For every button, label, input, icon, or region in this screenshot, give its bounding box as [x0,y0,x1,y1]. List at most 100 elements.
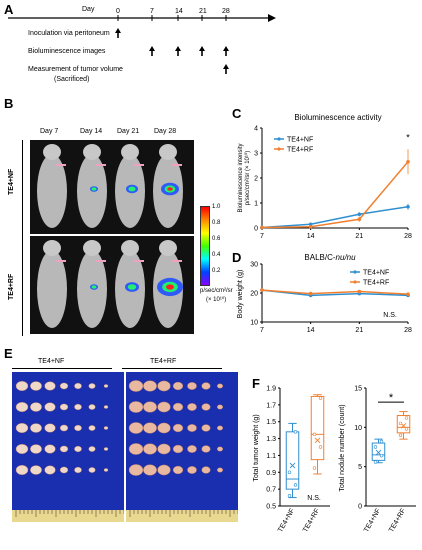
tumor-nodule [187,424,197,432]
x-tick-label: 28 [404,327,412,334]
data-point [406,292,410,296]
legend-label: TE4+NF [287,137,313,144]
y-tick-label: 0 [254,226,258,233]
signal-blob-core [127,284,137,290]
bioluminescence-line-chart: 0 1 2 3 4 7 14 21 28 TE4+NF TE4+RF Bioluminescence … [238,113,412,240]
tumor-nodule [103,405,109,409]
ear-tag [172,260,182,262]
y-tick-label: 20 [250,291,258,298]
legend-label: TE4+RF [287,147,313,154]
data-point [287,494,292,498]
tumor-nodule [103,384,109,388]
y-tick-label: 0.7 [266,487,276,494]
bioluminescence-colorbar [200,206,210,286]
tumor-nodule [201,466,211,474]
tumor-nodule [88,467,96,473]
tumor-nodule [157,401,171,413]
timeline-row-sacrificed: (Sacrificed) [54,76,90,83]
arrow-measurement-head [223,64,229,69]
tumor-nodule [74,445,82,453]
y-tick-label: 1.9 [266,386,276,393]
mouse-head [43,144,61,160]
y-axis-label: Total tumor weight (g) [253,414,260,481]
tumor-nodule [59,424,69,432]
y-tick-label: 1.3 [266,436,276,443]
nodule-number-box-chart: 0 5 10 15 TE4+NF TE4+RF Total nodule number (c… [339,386,416,534]
tumor-nodule [187,445,197,453]
data-point [318,396,323,400]
tumor-nodule [44,381,56,391]
tumor-nodule [30,423,42,433]
y-tick-label: 0 [358,504,362,511]
arrow-imaging-1-head [175,46,181,51]
y-tick-label: 5 [358,464,362,471]
colorbar-tick-1: 1.0 [212,204,221,210]
data-point [379,453,384,458]
box [310,395,325,461]
tumor-nodule [15,380,29,392]
tumor-nodule [74,403,82,411]
tumor-nodule [187,403,197,411]
tumor-nodule [15,464,29,475]
arrow-imaging-0-head [149,46,155,51]
tumor-nodule [172,465,184,475]
ear-tag [172,164,182,166]
imaging-group-rf: TE4+RF [8,273,15,300]
significance-marker: N.S. [383,312,397,319]
colorbar-tick-2: 0.8 [212,220,221,226]
tumor-nodule [128,443,144,455]
series-line-1 [261,289,409,295]
legend-marker [353,280,357,284]
data-point [357,289,362,294]
data-point [398,421,403,426]
tumor-nodule [44,402,56,412]
tumor-group-nf-label: TE4+NF [38,358,65,365]
x-tick-label: 28 [404,233,412,240]
mouse-body [37,250,67,328]
legend-label: TE4+RF [363,280,389,287]
tumor-nodule [59,445,69,453]
ear-tag [134,260,144,262]
legend-marker [277,147,281,151]
y-tick-label: 1.5 [266,419,276,426]
tumor-group-nf-bar [12,368,112,369]
tumor-nodule [88,446,96,452]
arrow-imaging-2-head [199,46,205,51]
arrow-inoculation-head [115,28,121,33]
tumor-nodule [74,466,82,474]
significance-marker: * [406,133,410,143]
tumor-nodule [30,444,42,454]
series-line-1 [261,161,409,229]
data-point [308,224,313,229]
data-point [406,204,410,209]
timeline-row-inoculation: Inoculation via peritoneum [28,30,110,37]
tumor-nodule [59,403,69,411]
body-weight-line-chart: 10 20 30 7 14 21 28 TE4+NF TE4+RF BALB/C-nu/nu Bod… [237,253,412,334]
mouse-head [83,240,101,256]
y-tick-label: 10 [250,320,258,327]
colorbar-unit-1: p/sec/cm²/sr [200,288,233,294]
signal-blob-peak [167,187,173,191]
panel-label-d: D [232,250,242,265]
y-tick-label: 0.5 [266,504,276,511]
tumor-nodule [128,464,144,476]
legend-marker [353,270,357,274]
tumor-nodule [187,466,197,474]
ear-tag [56,164,66,166]
mean-marker [375,449,382,456]
ear-tag [96,260,106,262]
significance-marker: * [389,392,394,404]
signal-blob-peak [166,284,174,290]
tumor-nodule [157,422,171,434]
tumor-nodule [44,465,56,475]
timeline-day-0: 0 [116,8,120,15]
y-tick-label: 15 [354,386,362,393]
tumor-nodule [157,380,171,392]
series-line-0 [261,289,409,297]
ear-tag [96,164,106,166]
y-tick-label: 1.1 [266,453,276,460]
y-tick-label: 2 [254,176,258,183]
timeline-day-28: 28 [222,8,230,15]
tumor-nodule [143,380,157,392]
tumor-nodule [172,444,184,454]
